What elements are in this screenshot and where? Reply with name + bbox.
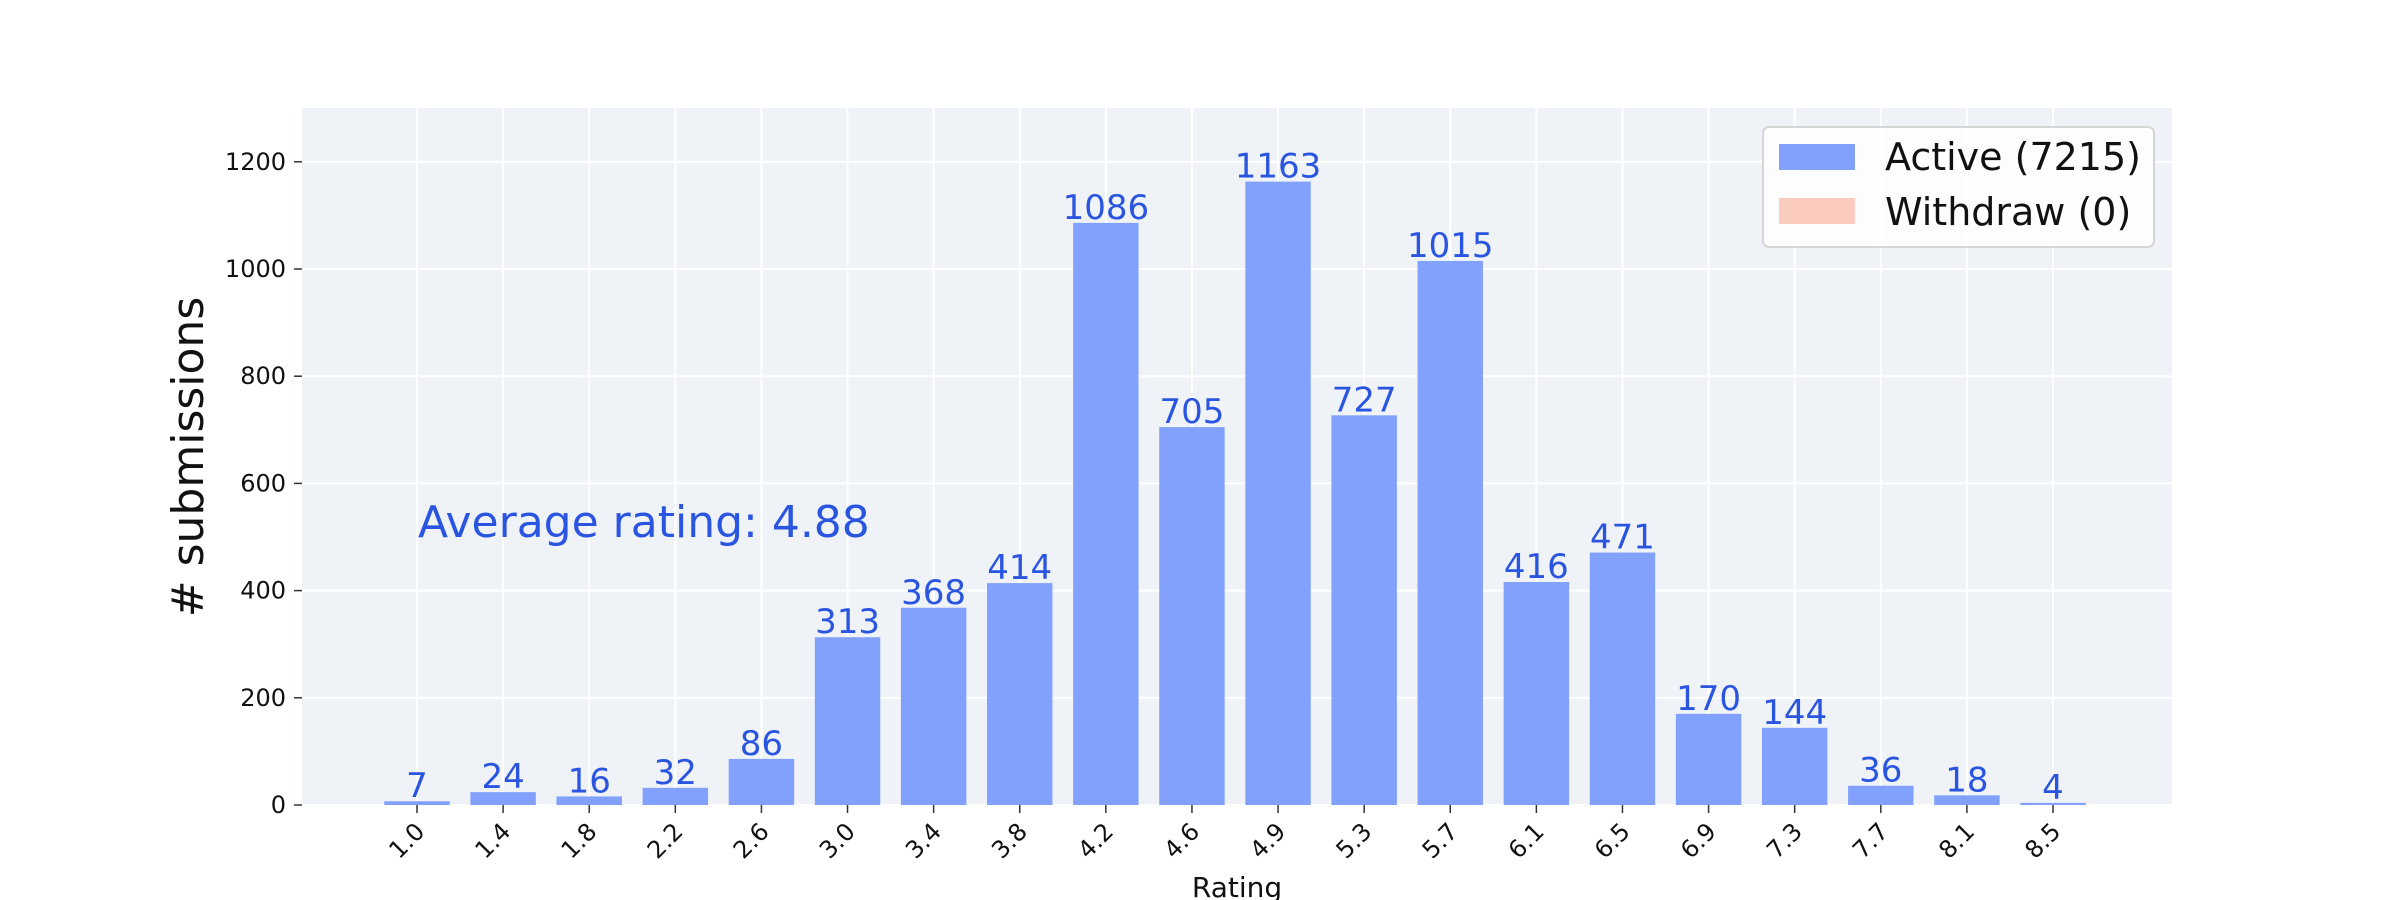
x-tick-label: 5.3 xyxy=(1331,817,1378,864)
x-tick-label: 2.2 xyxy=(642,817,689,864)
x-tick-label: 4.9 xyxy=(1245,817,1292,864)
x-tick-label: 3.4 xyxy=(900,817,947,864)
bar-value-label: 7 xyxy=(406,766,428,806)
y-tick-label: 400 xyxy=(240,577,286,605)
x-tick-label: 1.4 xyxy=(470,817,517,864)
y-tick-label: 600 xyxy=(240,469,286,497)
bar-value-label: 32 xyxy=(654,753,697,793)
bar-active xyxy=(814,637,881,805)
x-tick-label: 8.5 xyxy=(2019,817,2066,864)
x-tick-label: 4.2 xyxy=(1072,817,1119,864)
y-tick-label: 200 xyxy=(240,684,286,712)
x-tick-label: 7.7 xyxy=(1847,817,1894,864)
y-tick-label: 1200 xyxy=(225,148,286,176)
bar-active xyxy=(1417,260,1483,806)
x-axis-title: Rating xyxy=(1192,871,1282,900)
x-tick-label: 6.1 xyxy=(1503,817,1550,864)
bar-active xyxy=(1245,181,1311,805)
y-axis-title: # submissions xyxy=(163,297,214,617)
x-tick-label: 3.8 xyxy=(986,817,1033,864)
bar-value-label: 86 xyxy=(740,724,783,764)
bar-value-label: 18 xyxy=(1945,760,1988,800)
bar-value-label: 4 xyxy=(2042,768,2064,808)
x-tick-label: 4.6 xyxy=(1158,817,1205,864)
bar-value-label: 368 xyxy=(901,573,966,613)
bar-value-label: 727 xyxy=(1332,380,1397,420)
x-tick-label: 5.7 xyxy=(1417,817,1464,864)
bar-active xyxy=(642,787,709,805)
bar-value-label: 1015 xyxy=(1407,226,1494,266)
bar-active xyxy=(1159,427,1225,805)
bar-active xyxy=(1331,415,1397,805)
bar-active xyxy=(1073,222,1139,806)
x-tick-label: 8.1 xyxy=(1933,817,1980,864)
y-tick-label: 800 xyxy=(240,362,286,390)
bar-active xyxy=(2020,802,2086,805)
x-tick-label: 1.0 xyxy=(383,817,430,864)
y-tick-label: 1000 xyxy=(225,255,286,283)
bar-value-label: 416 xyxy=(1504,547,1569,587)
legend-frame xyxy=(1762,126,2155,248)
bar-value-label: 705 xyxy=(1159,392,1224,432)
y-axis: 0 200 400 600 800 1000 1200 xyxy=(225,148,302,819)
bar-active xyxy=(556,796,622,805)
bar-active xyxy=(1589,552,1656,805)
bar-value-label: 414 xyxy=(987,548,1052,588)
bar-value-label: 1163 xyxy=(1235,147,1322,187)
bar-active xyxy=(1675,713,1742,805)
average-rating-annotation: Average rating: 4.88 xyxy=(418,497,870,548)
bar-active xyxy=(470,792,536,805)
bar-active xyxy=(1934,795,2000,805)
bar-active xyxy=(384,801,450,805)
bar-active xyxy=(1503,582,1570,805)
legend-swatch-withdraw xyxy=(1779,198,1855,224)
bar-value-label: 24 xyxy=(481,757,524,797)
bar-active xyxy=(900,607,967,805)
bar-active xyxy=(728,758,795,805)
bar-active xyxy=(1848,785,1914,805)
bar-active xyxy=(987,583,1053,805)
legend-label-withdraw: Withdraw (0) xyxy=(1885,190,2131,234)
bar-value-label: 16 xyxy=(568,761,611,801)
x-tick-label: 3.0 xyxy=(814,817,861,864)
x-tick-label: 2.6 xyxy=(728,817,775,864)
x-axis: 1.0 1.4 1.8 2.2 2.6 3.0 3.4 3.8 4.2 4.6 4.9 5.3 5.7 6… xyxy=(383,805,2066,864)
bar-value-label: 471 xyxy=(1590,518,1655,558)
legend-label-active: Active (7215) xyxy=(1885,135,2141,179)
bar-value-label: 170 xyxy=(1676,679,1741,719)
bar-value-label: 144 xyxy=(1762,693,1827,733)
bar-labels: 7 24 16 32 86 313 368 414 1086 705 1163 727 1015 416 4… xyxy=(406,147,2064,808)
bar-value-label: 313 xyxy=(815,602,880,642)
bar-active xyxy=(1761,727,1828,805)
x-tick-label: 7.3 xyxy=(1761,817,1808,864)
bar-value-label: 36 xyxy=(1859,751,1902,791)
x-tick-label: 6.5 xyxy=(1589,817,1636,864)
bars xyxy=(384,181,2086,806)
x-tick-label: 6.9 xyxy=(1675,817,1722,864)
bar-value-label: 1086 xyxy=(1063,188,1150,228)
legend-swatch-active xyxy=(1779,144,1855,170)
legend: Active (7215) Withdraw (0) xyxy=(1762,126,2155,248)
y-tick-label: 0 xyxy=(271,791,286,819)
x-tick-label: 1.8 xyxy=(556,817,603,864)
